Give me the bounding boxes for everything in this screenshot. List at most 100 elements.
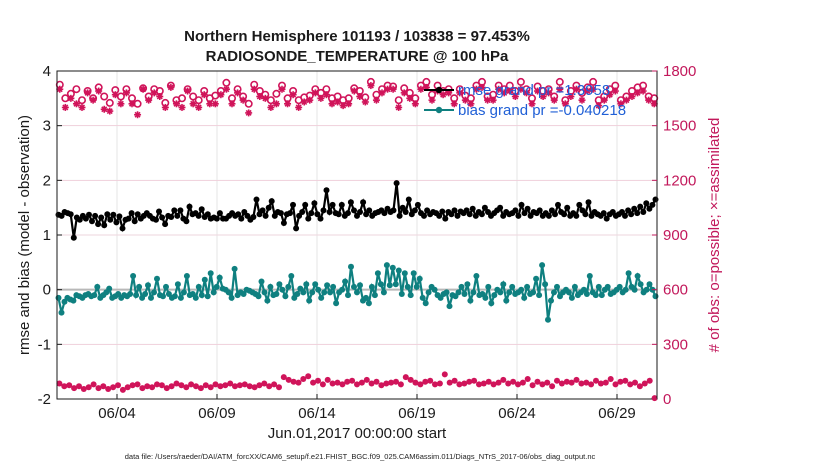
obs-count-low-marker [451, 377, 458, 384]
bias-series-point [342, 278, 349, 285]
y-right-tick-label: 1200 [663, 172, 696, 189]
bias-series-point [148, 294, 154, 301]
obs-assimilated-marker [84, 89, 92, 97]
obs-count-low-marker [232, 383, 238, 390]
obs-count-low-marker [373, 378, 380, 385]
rmse-series-point [213, 215, 220, 222]
rmse-series-point [393, 180, 400, 187]
rmse-series-point [555, 201, 561, 208]
bias-series-point [473, 273, 480, 279]
obs-assimilated-marker [367, 82, 375, 90]
bias-series-point [467, 297, 474, 304]
obs-count-low-marker [495, 379, 502, 386]
obs-count-low-marker [597, 380, 604, 387]
x-tick-label: 06/14 [298, 405, 336, 422]
bias-series-point [407, 292, 414, 299]
obs-count-low-marker [568, 379, 575, 386]
rmse-series-point [335, 211, 342, 218]
obs-assimilated-marker [195, 103, 203, 111]
obs-count-low-marker [471, 377, 478, 384]
obs-assimilated-marker [278, 85, 286, 93]
y-tick-label: 3 [43, 118, 51, 135]
obs-count-low-marker [183, 384, 190, 391]
series-layer [55, 77, 659, 402]
bias-series-point [145, 282, 151, 289]
obs-assimilated-marker [584, 87, 592, 95]
x-tick-label: 06/24 [498, 405, 536, 422]
rmse-series-point [204, 211, 211, 218]
rmse-series-point [113, 219, 120, 226]
obs-count-low-marker [622, 377, 629, 384]
bias-series-point [377, 281, 384, 288]
bias-series-point [583, 291, 590, 297]
bias-series-point [213, 283, 220, 290]
obs-assimilated-marker [567, 93, 575, 101]
bias-series-point [267, 283, 274, 290]
bias-series-point [389, 264, 396, 271]
bias-series-point [273, 291, 280, 297]
bias-series-point [458, 283, 465, 290]
bias-series-point [419, 294, 426, 301]
rmse-series-point [622, 212, 628, 219]
bias-series-point [306, 297, 313, 304]
bias-series-point [568, 294, 575, 301]
obs-count-low-marker [139, 385, 146, 392]
axes-layer: -2 -1 0 1 2 3 4 0 300 600 900 1200 1500 1800 06/04 06/0… [38, 63, 697, 422]
bias-series-point [58, 309, 65, 316]
obs-count-low-marker [397, 381, 404, 388]
bias-series-point [431, 286, 438, 293]
bias-series-point [401, 270, 408, 277]
obs-count-low-marker [61, 383, 68, 390]
bias-series-point [160, 293, 166, 300]
bias-series-point [282, 293, 289, 300]
obs-possible-marker [516, 77, 525, 86]
bias-series-point [258, 278, 265, 285]
obs-assimilated-marker [539, 93, 547, 101]
rmse-series-point [110, 211, 117, 218]
obs-assimilated-marker [106, 107, 114, 115]
rmse-series-point [360, 199, 367, 206]
obs-count-low-marker [329, 380, 336, 387]
obs-count-low-marker [627, 381, 634, 388]
rmse-series-point [290, 201, 296, 208]
rmse-series-point [518, 201, 525, 208]
obs-count-low-marker [305, 373, 312, 380]
obs-count-low-marker [236, 382, 243, 389]
x-axis-label: Jun.01,2017 00:00:00 start [268, 425, 447, 442]
rmse-series-point [131, 218, 138, 225]
rmse-series-point [585, 199, 592, 206]
obs-count-low-marker [490, 381, 497, 388]
obs-assimilated-marker [239, 96, 247, 104]
bias-series-point [357, 282, 363, 289]
obs-assimilated-marker [161, 103, 169, 111]
y-tick-label: -1 [38, 336, 51, 353]
bias-series-point [279, 286, 286, 293]
obs-assimilated-marker [534, 87, 542, 95]
obs-assimilated-marker [645, 96, 653, 104]
bias-series-point [324, 282, 331, 289]
bias-series-point [333, 300, 340, 307]
obs-assimilated-marker [500, 89, 508, 97]
obs-count-low-marker [154, 381, 160, 388]
bias-series-point [264, 297, 271, 304]
bias-series-point [545, 316, 551, 323]
obs-possible-marker [555, 77, 564, 86]
obs-count-low-marker [149, 384, 156, 391]
rmse-series-point [521, 210, 528, 217]
obs-assimilated-marker [256, 93, 264, 101]
rmse-series-point [411, 207, 418, 214]
bias-series-point [127, 291, 134, 297]
legend-entry: rmse grand pr =1.3958 [458, 82, 610, 99]
bias-series-point [183, 273, 190, 279]
obs-assimilated-marker [322, 91, 330, 99]
obs-count-low-marker [271, 381, 278, 388]
rmse-series-point [89, 218, 95, 225]
rmse-series-point [116, 213, 123, 220]
bias-series-point [327, 289, 334, 296]
rmse-series-point [107, 216, 114, 223]
rmse-series-point [439, 208, 446, 215]
legend-entry: bias grand pr =-0.040218 [458, 102, 626, 119]
bias-series-point [55, 294, 62, 301]
rmse-series-point [466, 211, 473, 218]
rmse-series-point [323, 187, 330, 194]
